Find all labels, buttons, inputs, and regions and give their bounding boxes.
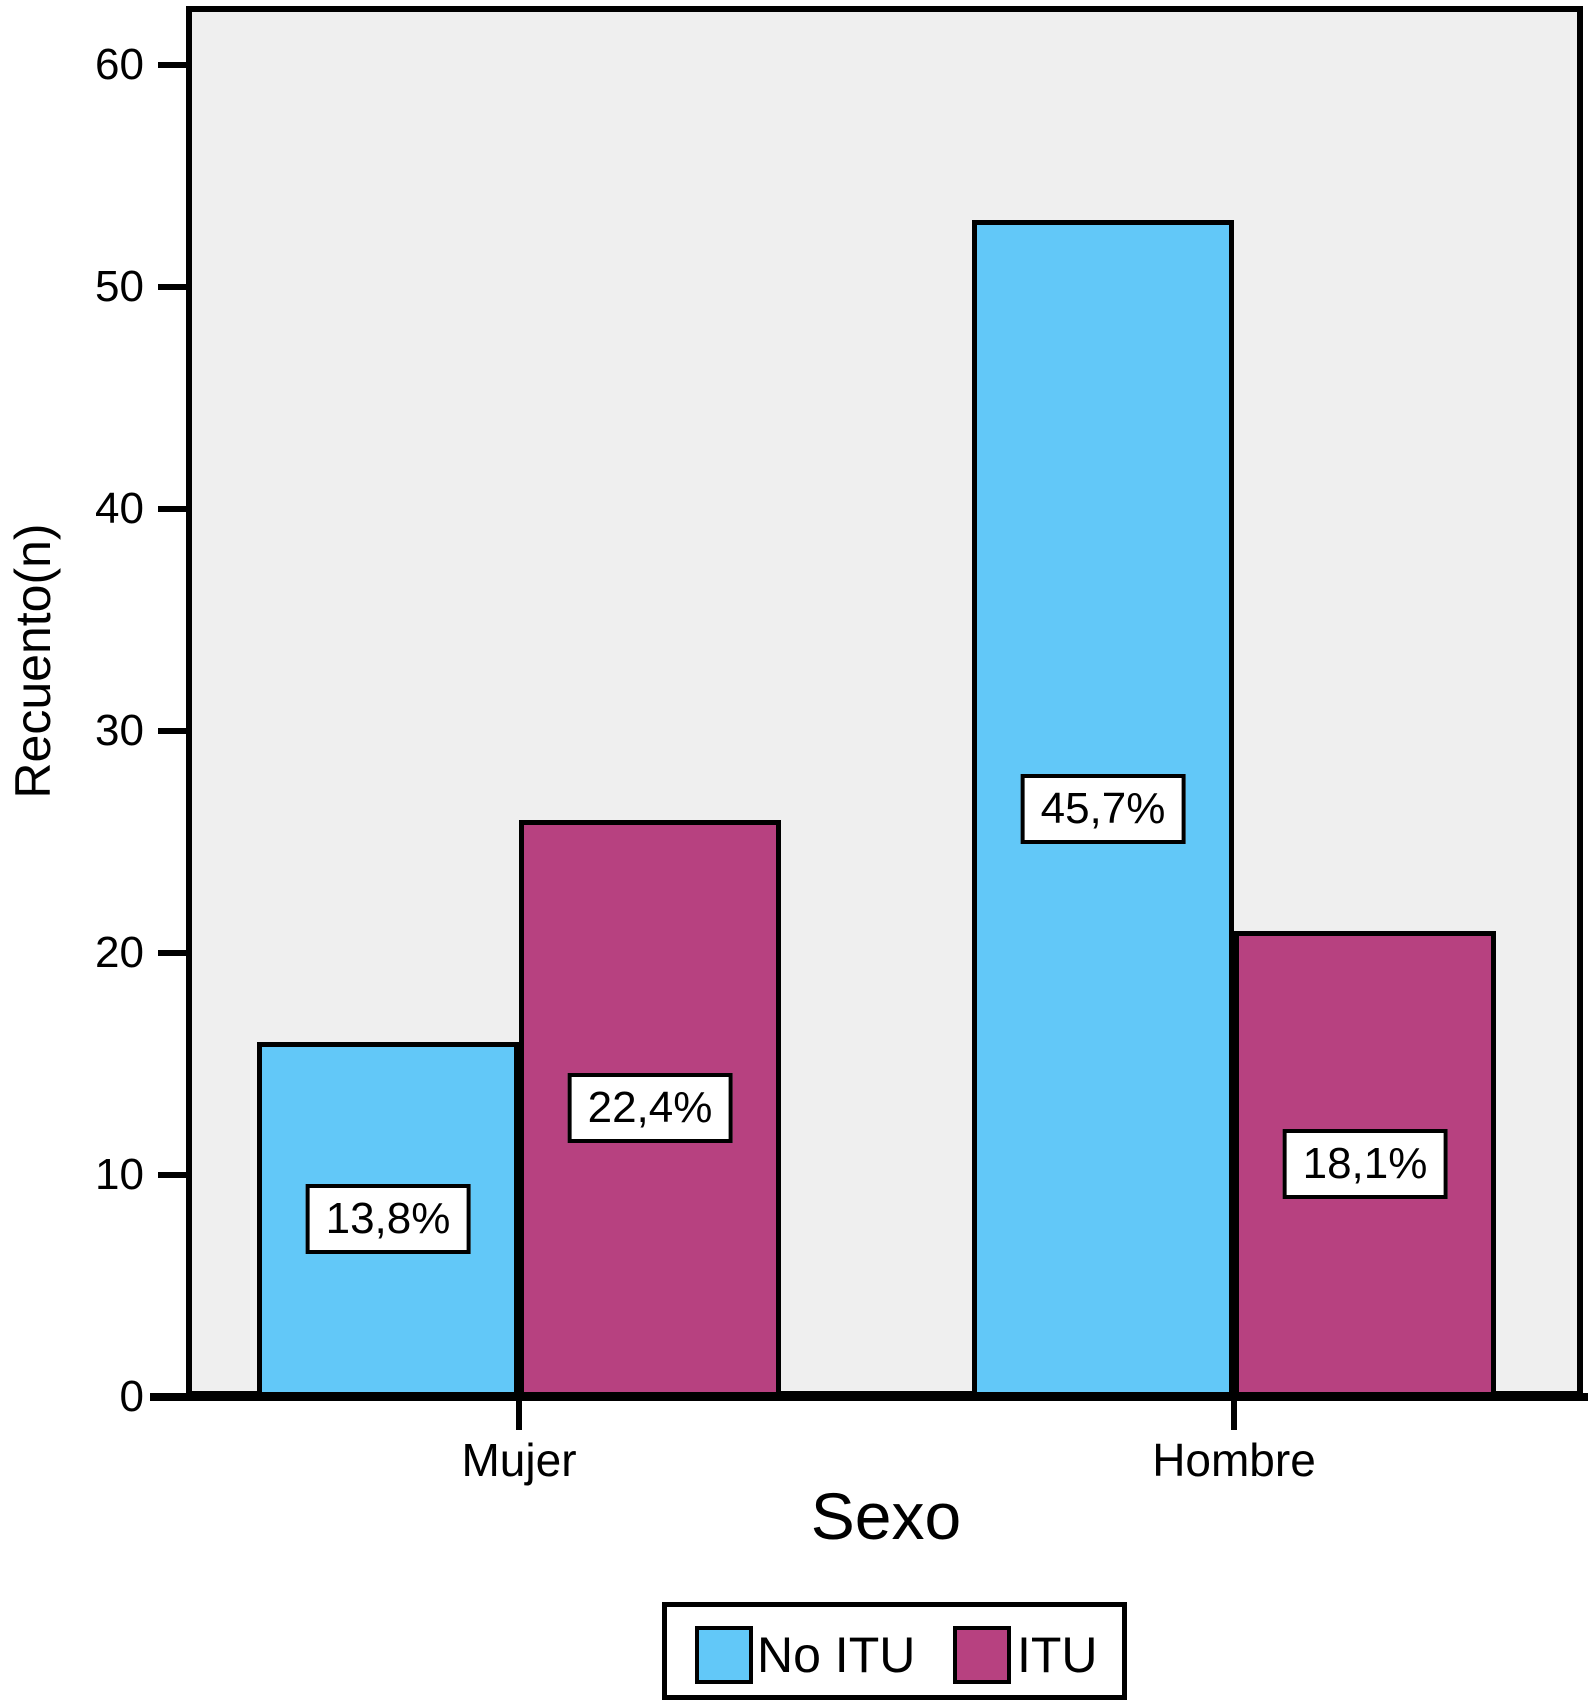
bar-percent-label: 45,7%: [1020, 773, 1186, 844]
x-tick-mark: [1231, 1397, 1237, 1430]
y-tick-mark: [158, 506, 186, 512]
x-tick-mark: [516, 1397, 522, 1430]
bar-percent-label: 22,4%: [567, 1073, 733, 1144]
bar-percent-label: 18,1%: [1282, 1128, 1448, 1199]
y-tick-label: 50: [95, 262, 144, 311]
bar-percent-label: 13,8%: [305, 1184, 471, 1255]
y-tick-label: 10: [95, 1150, 144, 1199]
y-tick-mark: [158, 284, 186, 290]
y-tick-mark: [158, 1172, 186, 1178]
y-tick-label: 20: [95, 928, 144, 977]
legend-swatch-itu: [953, 1626, 1011, 1684]
y-tick-label: 0: [119, 1372, 144, 1421]
legend-swatch-no-itu: [695, 1626, 753, 1684]
legend: No ITU ITU: [662, 1602, 1127, 1700]
y-tick-label: 40: [95, 484, 144, 533]
x-axis-title: Sexo: [810, 1479, 962, 1553]
y-tick-mark: [158, 1394, 186, 1400]
y-tick-mark: [158, 62, 186, 68]
x-category-label: Hombre: [1152, 1434, 1316, 1486]
legend-label: ITU: [1017, 1627, 1098, 1683]
y-tick-mark: [158, 728, 186, 734]
y-axis-title: Recuento(n): [5, 523, 61, 799]
legend-label: No ITU: [757, 1627, 916, 1683]
x-category-label: Mujer: [461, 1434, 577, 1486]
y-tick-mark: [158, 950, 186, 956]
y-tick-label: 60: [95, 40, 144, 89]
x-axis-line: [150, 1393, 1588, 1401]
y-tick-label: 30: [95, 706, 144, 755]
